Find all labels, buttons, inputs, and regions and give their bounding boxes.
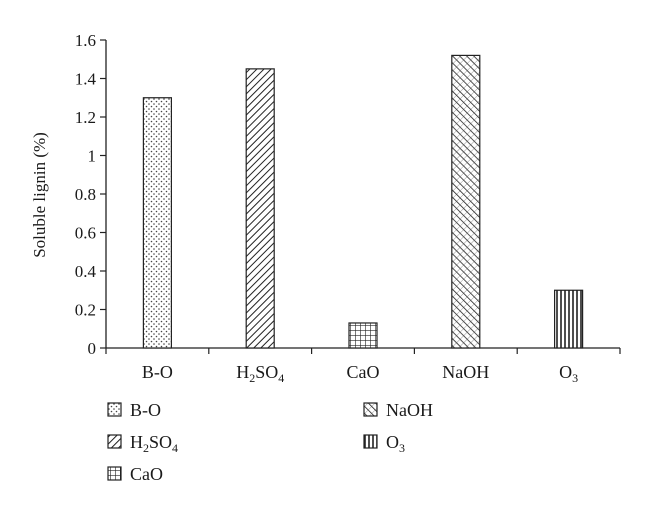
- y-tick-label: 1.2: [75, 108, 96, 127]
- legend-swatch: [107, 402, 122, 417]
- x-tick-label: H2SO4: [236, 362, 284, 385]
- legend-swatch: [363, 402, 378, 417]
- x-tick-label: NaOH: [442, 362, 489, 382]
- x-tick-label: O3: [559, 362, 578, 385]
- x-tick-label: B-O: [142, 362, 173, 382]
- legend-label: NaOH: [386, 400, 433, 420]
- x-tick-label: CaO: [347, 362, 380, 382]
- legend-item: O3: [363, 432, 405, 455]
- legend: B-O H2SO4 CaO NaOH O3: [107, 400, 433, 484]
- legend-label: H2SO4: [130, 432, 178, 455]
- y-axis-title: Soluble lignin (%): [30, 132, 49, 258]
- x-axis: [105, 347, 621, 354]
- bar: [245, 68, 275, 349]
- legend-label: O3: [386, 432, 405, 455]
- legend-item: H2SO4: [107, 432, 178, 455]
- bar: [451, 54, 481, 349]
- legend-item: B-O: [107, 400, 161, 420]
- bars: [142, 54, 584, 349]
- legend-label: B-O: [130, 400, 161, 420]
- y-tick-label: 1.6: [75, 31, 96, 50]
- legend-swatch: [363, 434, 378, 449]
- y-tick-label: 0.8: [75, 185, 96, 204]
- y-tick-label: 1: [88, 147, 97, 166]
- legend-item: NaOH: [363, 400, 433, 420]
- y-tick-label: 0: [88, 339, 97, 358]
- y-tick-label: 0.2: [75, 301, 96, 320]
- legend-swatch: [107, 434, 122, 449]
- y-axis: 0 0.2 0.4 0.6 0.8 1 1.2 1.4 1.6: [75, 31, 107, 358]
- bar: [348, 322, 378, 349]
- category-labels: B-O H2SO4 CaO NaOH O3: [142, 362, 578, 385]
- legend-label: CaO: [130, 464, 163, 484]
- bar: [553, 289, 584, 349]
- bar: [142, 97, 172, 349]
- y-tick-label: 0.4: [75, 262, 97, 281]
- legend-item: CaO: [107, 464, 163, 484]
- y-tick-label: 0.6: [75, 224, 96, 243]
- y-tick-label: 1.4: [75, 70, 97, 89]
- legend-swatch: [107, 466, 122, 481]
